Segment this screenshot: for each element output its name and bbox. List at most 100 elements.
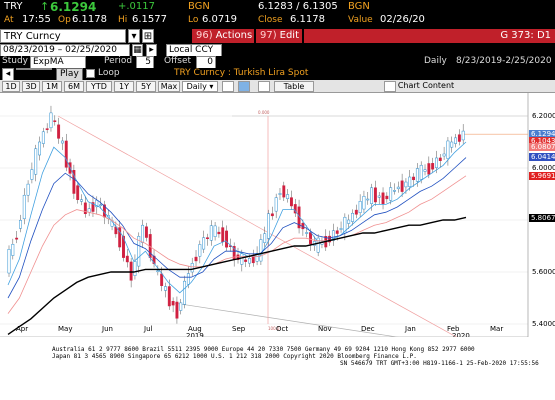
lo-label: Lo	[188, 15, 199, 25]
security-options-icon[interactable]: ⊞	[142, 29, 154, 43]
frequency-dropdown[interactable]: Daily ▾	[182, 81, 218, 92]
chart-content-icon[interactable]	[384, 81, 396, 92]
candle-body	[457, 134, 461, 142]
study-row: Study ExpMA Period 5 Offset 0 Daily 8/23…	[0, 56, 555, 69]
candle-body	[225, 230, 229, 248]
quote-bar: TRY ↑ 6.1294 +.0117 BGN 6.1283 / 6.1305 …	[0, 0, 555, 28]
candle-body	[57, 124, 61, 139]
period-1d[interactable]: 1D	[2, 81, 20, 92]
page-id: G 373: D1	[304, 29, 555, 43]
chart-type-icon[interactable]	[258, 81, 270, 92]
study-label: Study	[2, 56, 28, 66]
high-price: 6.1577	[132, 14, 167, 25]
candle-body	[347, 219, 351, 224]
candle-body	[450, 141, 454, 148]
candle-body	[7, 249, 11, 274]
month-label: Jan	[405, 325, 416, 333]
at-label: At	[4, 15, 14, 25]
candle-body	[248, 258, 251, 264]
candle-body	[202, 237, 206, 250]
table-button[interactable]: Table	[274, 81, 314, 92]
period-ytd[interactable]: YTD	[86, 81, 112, 92]
footer-line-1: Australia 61 2 9777 8600 Brazil 5511 239…	[52, 346, 475, 353]
candle-body	[87, 208, 91, 213]
candle-body	[183, 280, 187, 305]
candle-body	[137, 236, 141, 267]
candle-body	[289, 197, 293, 207]
candle-body	[354, 209, 358, 215]
candle-body	[263, 233, 267, 243]
candle-body	[22, 194, 26, 220]
candle-body	[221, 227, 225, 243]
chart-toolbar: 1D 3D 1M 6M YTD 1Y 5Y Max Daily ▾ Table …	[0, 80, 555, 93]
candle-body	[122, 235, 125, 258]
candle-body	[396, 186, 400, 190]
trend-line-lower	[174, 302, 400, 337]
candle-body	[438, 157, 442, 161]
candle-body	[393, 190, 396, 192]
month-label: Mar	[490, 325, 504, 333]
candle-body	[331, 230, 335, 241]
period-6m[interactable]: 6M	[64, 81, 84, 92]
period-3d[interactable]: 3D	[22, 81, 40, 92]
candle-body	[270, 213, 274, 217]
value-date: 02/26/20	[380, 14, 425, 25]
series-line-sma-200	[7, 216, 467, 335]
month-label: Dec	[361, 325, 375, 333]
candle-body	[240, 253, 244, 265]
fib-label-bottom: 100.0	[268, 326, 280, 331]
chart-title: TRY Curncy : Turkish Lira Spot	[174, 68, 309, 78]
price-change: +.0117	[118, 1, 156, 12]
candle-body	[133, 261, 137, 276]
actions-menu[interactable]: 96)Actions ▾	[192, 29, 254, 55]
chart-content-button[interactable]: Chart Content	[397, 81, 455, 90]
candle-body	[370, 187, 374, 204]
bgn-source-1: BGN	[188, 1, 210, 12]
candle-body	[412, 176, 416, 181]
candle-body	[454, 137, 458, 144]
price-tag: 6.0414	[529, 153, 555, 162]
candle-body	[217, 231, 221, 235]
candle-body	[38, 141, 41, 156]
candle-body	[446, 140, 450, 159]
candle-body	[160, 273, 164, 286]
month-label: Sep	[232, 325, 246, 333]
candle-body	[141, 224, 145, 243]
playback-slider[interactable]	[16, 68, 52, 70]
candle-body	[358, 201, 362, 213]
candle-body	[278, 193, 282, 195]
actions-number: 96)	[196, 30, 213, 41]
candle-body	[236, 254, 240, 260]
period-1y[interactable]: 1Y	[114, 81, 134, 92]
line-chart-icon[interactable]	[222, 81, 234, 92]
period-max[interactable]: Max	[158, 81, 180, 92]
candle-body	[41, 131, 45, 144]
candle-body	[60, 140, 64, 144]
candle-body	[179, 302, 183, 311]
candle-body	[385, 195, 389, 200]
candle-body	[144, 226, 148, 238]
candle-body	[206, 237, 209, 239]
close-label: Close	[258, 15, 283, 25]
candle-body	[198, 244, 202, 257]
bar-chart-icon[interactable]	[238, 81, 250, 92]
loop-checkbox[interactable]	[86, 69, 95, 78]
price-tag: 5.9691	[529, 172, 555, 181]
candle-body	[171, 301, 175, 306]
hi-label: Hi	[118, 15, 128, 25]
candle-body	[404, 181, 408, 188]
candle-body	[255, 253, 259, 262]
period-5y[interactable]: 5Y	[136, 81, 156, 92]
edit-menu[interactable]: 97)Edit ▾	[256, 29, 302, 55]
candle-body	[274, 197, 278, 212]
playback-row: ◂ Play Loop TRY Curncy : Turkish Lira Sp…	[0, 68, 555, 81]
period-1m[interactable]: 1M	[42, 81, 62, 92]
security-dropdown-icon[interactable]: ▾	[128, 29, 140, 43]
fib-label-top: 0.000	[258, 110, 270, 115]
security-input[interactable]: TRY Curncy	[0, 29, 126, 43]
candle-body	[351, 212, 354, 222]
candle-body	[186, 273, 190, 285]
last-price: 6.1294	[50, 0, 97, 14]
candle-body	[30, 169, 34, 180]
